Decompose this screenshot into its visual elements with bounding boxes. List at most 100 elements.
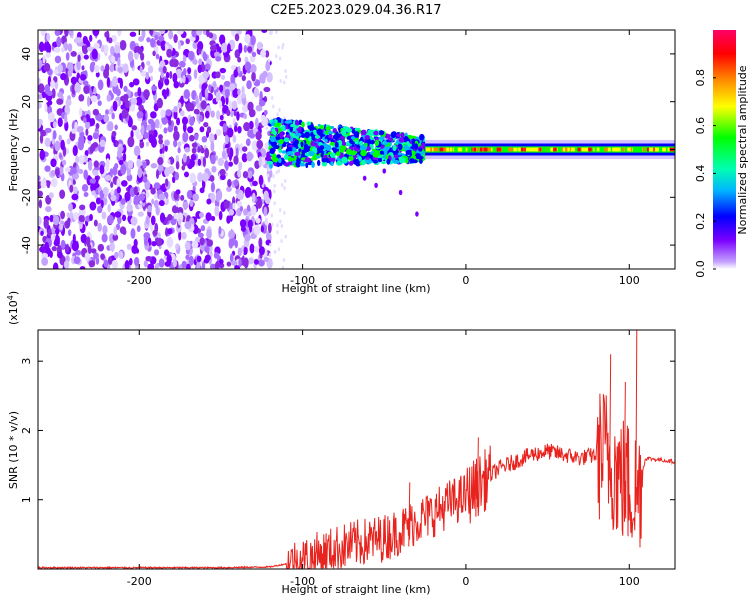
spectrogram-noise-cell — [278, 108, 281, 113]
spectrogram-band-cell — [336, 160, 343, 166]
spectrogram-tone-cell — [496, 147, 502, 152]
spectrogram-band-cell — [360, 129, 367, 136]
spectrogram-noise-cell — [243, 257, 249, 269]
spectrogram-noise-cell — [150, 37, 156, 48]
spectrogram-tone-cell — [433, 147, 439, 152]
spectrogram-noise-cell — [157, 157, 164, 166]
spectrogram-noise-cell — [230, 237, 236, 246]
spectrogram-noise-cell — [90, 95, 98, 103]
spectrogram-noise-cell — [129, 81, 135, 88]
spectrogram-noise-cell — [133, 145, 141, 157]
spectrogram-band-cell — [292, 146, 297, 153]
spectrogram-noise-cell — [136, 111, 144, 119]
spectrogram-band-cell — [398, 137, 405, 143]
spectrogram-noise-cell — [71, 193, 79, 201]
spectrogram-tone-cell — [449, 147, 452, 152]
spectrogram-band-cell — [408, 158, 415, 164]
spectrogram-noise-cell — [113, 226, 118, 236]
spectrogram-band-cell — [330, 152, 336, 158]
spectrogram-noise-cell — [241, 146, 248, 152]
spectrogram-band-cell — [392, 159, 400, 164]
spectrogram-noise-cell — [99, 164, 105, 175]
spectrogram-noise-cell — [180, 194, 185, 201]
spectrogram-noise-cell — [111, 259, 119, 269]
spectrogram-noise-cell — [255, 104, 263, 112]
spectrogram-noise-cell — [66, 138, 71, 145]
spectrogram-noise-cell — [186, 190, 193, 200]
spectrogram-band-cell — [266, 160, 274, 165]
spectrogram-noise-cell — [272, 174, 275, 179]
spectrogram-noise-cell — [156, 97, 164, 109]
spectrogram-noise-cell — [158, 81, 163, 90]
spectrogram-noise-cell — [280, 238, 283, 243]
spectrogram-noise-cell — [176, 117, 181, 126]
spectrogram-noise-cell — [77, 54, 81, 62]
spectrogram-noise-cell — [229, 253, 234, 263]
spectrogram-noise-cell — [210, 215, 216, 222]
spectrogram-band-cell — [276, 122, 282, 128]
spectrogram-noise-cell — [232, 87, 239, 99]
spectrogram-noise-cell — [90, 248, 97, 254]
spectrogram-noise-cell — [149, 75, 154, 81]
snr-x-label: Height of straight line (km) — [281, 583, 430, 596]
spectrogram-noise-cell — [127, 50, 134, 62]
spectrogram-noise-cell — [82, 44, 89, 55]
spectrogram-noise-cell — [263, 109, 268, 116]
spectrogram-noise-cell — [64, 113, 68, 124]
spectrogram-noise-cell — [204, 110, 210, 119]
spectrogram-noise-cell — [100, 44, 105, 53]
spectrogram-band-cell — [364, 135, 371, 140]
spectrogram-noise-cell — [60, 210, 65, 220]
spectrogram-noise-cell — [249, 243, 255, 254]
spectrogram-noise-cell — [214, 205, 220, 217]
colorbar-tick-label: 0.0 — [694, 260, 707, 278]
spectrogram-noise-cell — [38, 118, 42, 130]
spectrogram-band-cell — [378, 136, 385, 141]
spectrogram-noise-cell — [258, 174, 264, 186]
spectrogram-noise-cell — [186, 102, 192, 112]
spectrogram-tone-cell — [562, 147, 567, 152]
spectrogram-noise-cell — [168, 30, 174, 40]
spectrogram-noise-cell — [217, 189, 223, 201]
snr-peak — [635, 330, 638, 513]
spectrogram-noise-cell — [133, 195, 140, 206]
spectrogram-noise-cell — [182, 122, 187, 133]
spectrogram-noise-cell — [190, 159, 195, 168]
spectrogram-noise-cell — [42, 55, 46, 64]
spectrogram-band-cell — [366, 145, 371, 151]
spectrogram-tone-cell — [443, 147, 447, 152]
spectrogram-noise-cell — [143, 232, 151, 240]
spectrogram-band-cell — [327, 131, 334, 135]
spectrogram-noise-cell — [201, 172, 209, 182]
spectrogram-band-cell — [397, 143, 403, 151]
spectrogram-noise-cell — [196, 30, 203, 36]
spectrogram-band-cell — [316, 128, 323, 136]
spectrogram-noise-cell — [38, 199, 43, 209]
spectrogram-noise-cell — [199, 237, 205, 246]
spectrogram-noise-cell — [275, 30, 278, 35]
spectrogram-band-cell — [284, 162, 290, 167]
spectrogram-noise-cell — [184, 221, 192, 230]
spectrogram-band-cell — [348, 155, 354, 161]
spectrogram-noise-cell — [97, 243, 105, 252]
spectrogram-noise-cell — [177, 207, 184, 215]
spectrogram-noise-cell — [153, 182, 161, 190]
spectrogram-band-cell — [271, 122, 275, 127]
colorbar-gradient — [713, 30, 736, 269]
spectrogram-band-cell — [421, 142, 426, 150]
spectrogram-noise-cell — [83, 85, 90, 94]
spectrogram-tone-cell — [577, 147, 581, 152]
spectrogram-noise-cell — [165, 87, 170, 97]
spectrogram-noise-cell — [54, 140, 61, 152]
spectrogram-noise-cell — [171, 58, 179, 68]
spectrogram-band-cell — [314, 135, 320, 139]
spectrogram-noise-cell — [64, 167, 72, 173]
spectrogram-noise-cell — [163, 127, 168, 134]
spectrogram-noise-cell — [122, 63, 129, 74]
spectrogram-noise-cell — [226, 186, 232, 192]
spectrogram-noise-cell — [226, 215, 231, 224]
spectrogram-tone-cell — [674, 147, 675, 152]
spectrogram-band-cell — [391, 131, 397, 137]
spectrogram-noise-cell — [285, 74, 288, 79]
spectrogram-noise-cell — [70, 51, 77, 57]
